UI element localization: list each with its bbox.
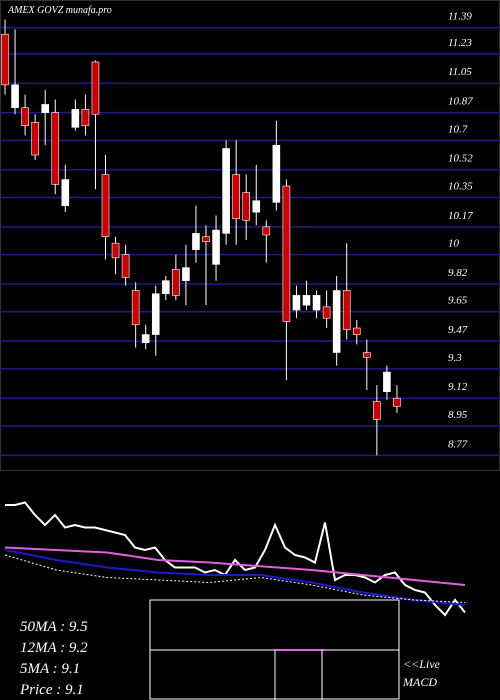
- candle-body: [342, 290, 351, 330]
- y-tick-label: 11.23: [448, 37, 472, 49]
- indicator-line: [5, 501, 466, 617]
- y-tick-label: 8.95: [448, 409, 468, 421]
- candle-body: [162, 280, 170, 295]
- candle-body: [393, 397, 401, 407]
- candle-body: [292, 295, 301, 311]
- candle-body: [61, 179, 70, 206]
- candle-body: [81, 109, 90, 126]
- y-tick-label: 11.39: [448, 11, 472, 23]
- candle-body: [322, 306, 331, 319]
- y-tick-label: 9.82: [448, 267, 468, 279]
- ma-label: 50MA : 9.5: [20, 619, 88, 635]
- y-tick-label: 10.52: [448, 153, 473, 165]
- y-tick-label: 10.17: [448, 210, 473, 222]
- y-tick-label: 8.77: [448, 438, 468, 450]
- macd-label: <<Live: [403, 657, 441, 671]
- candle-body: [71, 109, 80, 128]
- candle-body: [212, 229, 220, 265]
- candle-body: [182, 267, 190, 281]
- y-tick-label: 10.35: [448, 180, 473, 192]
- candle-body: [21, 107, 29, 126]
- candle-body: [111, 242, 120, 259]
- candle-body: [312, 295, 321, 311]
- candle-body: [262, 226, 271, 236]
- candle-body: [41, 104, 50, 113]
- candle-body: [242, 192, 250, 221]
- ma-label: 5MA : 9.1: [20, 661, 80, 677]
- candle-body: [141, 334, 150, 344]
- candle-body: [101, 174, 110, 237]
- candle-body: [202, 236, 210, 242]
- y-tick-label: 9.3: [448, 352, 462, 364]
- y-tick-label: 9.65: [448, 295, 468, 307]
- candle-body: [252, 200, 261, 213]
- candle-body: [192, 233, 200, 250]
- candle-body: [91, 61, 100, 115]
- y-tick-label: 10.7: [448, 123, 468, 135]
- candle-body: [31, 122, 39, 156]
- candle-body: [282, 185, 291, 322]
- chart-title: AMEX GOVZ munafa.pro: [7, 5, 112, 16]
- candle-body: [172, 268, 180, 296]
- macd-box: [149, 599, 400, 700]
- candle-body: [232, 174, 240, 219]
- y-tick-label: 9.47: [448, 324, 468, 336]
- y-tick-label: 11.05: [448, 66, 472, 78]
- candle-body: [272, 144, 281, 203]
- y-tick-label: 9.12: [448, 381, 468, 393]
- candle-body: [302, 295, 311, 306]
- macd-label: MACD: [402, 675, 437, 689]
- ma-label: 12MA : 9.2: [20, 640, 88, 656]
- y-tick-label: 10.87: [448, 96, 473, 108]
- candle-body: [121, 254, 130, 278]
- candle-body: [383, 371, 391, 392]
- candle-body: [131, 290, 140, 326]
- candle-body: [332, 290, 341, 353]
- candle-body: [222, 148, 230, 234]
- candle-body: [362, 352, 371, 358]
- candle-body: [1, 33, 9, 86]
- candle-body: [11, 84, 19, 109]
- candle-body: [352, 327, 361, 335]
- candle-body: [51, 112, 60, 185]
- candle-body: [151, 293, 160, 335]
- indicator-line: [4, 546, 466, 586]
- candle-body: [373, 401, 381, 420]
- y-tick-label: 10: [448, 238, 460, 250]
- indicator-line: [4, 554, 466, 603]
- ma-label: Price : 9.1: [19, 682, 84, 698]
- indicator-line: [4, 549, 466, 606]
